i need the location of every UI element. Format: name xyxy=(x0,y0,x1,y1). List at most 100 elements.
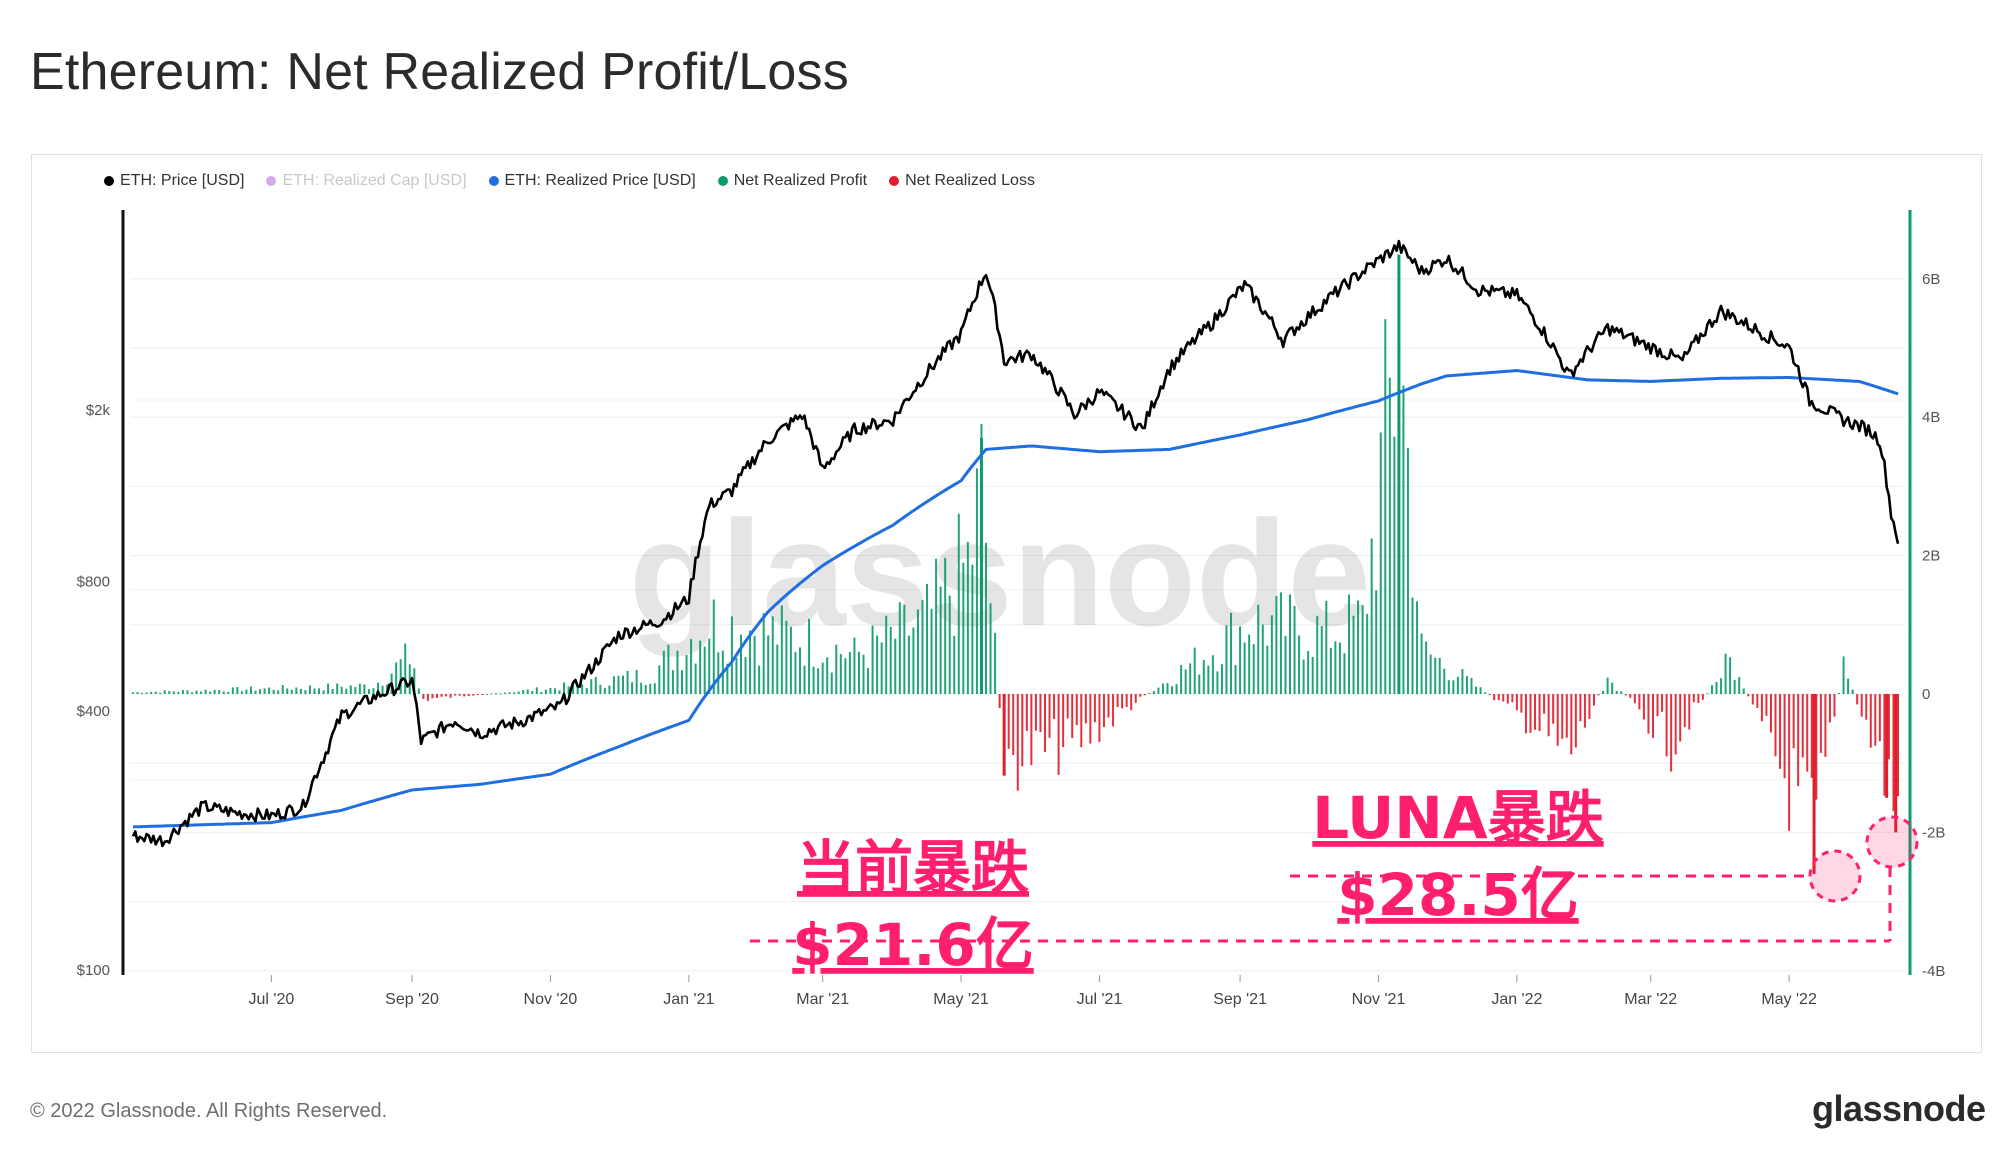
loss-bar xyxy=(1112,694,1115,727)
profit-bar xyxy=(327,683,330,694)
profit-bar xyxy=(694,663,697,694)
loss-bar xyxy=(1093,694,1096,723)
profit-bar xyxy=(1443,668,1446,694)
profit-bar xyxy=(1715,681,1718,694)
loss-bar xyxy=(1624,694,1627,696)
profit-bar xyxy=(1270,615,1273,694)
loss-bar xyxy=(1102,694,1105,728)
profit-bar xyxy=(594,676,597,694)
profit-bar xyxy=(916,609,919,694)
luna-annotation-label: LUNA暴跌 xyxy=(1312,784,1603,852)
profit-bar xyxy=(885,615,888,694)
profit-bar xyxy=(1152,690,1155,694)
profit-bar xyxy=(535,687,538,694)
profit-bar xyxy=(236,687,239,694)
profit-bar xyxy=(485,693,488,695)
legend-item[interactable]: ETH: Realized Price [USD] xyxy=(488,172,696,190)
profit-bar xyxy=(785,620,788,694)
profit-bar xyxy=(1366,613,1369,694)
loss-bar xyxy=(1048,694,1051,738)
glassnode-logo[interactable]: glassnode xyxy=(1812,1088,1986,1129)
loss-bar xyxy=(1556,694,1559,746)
profit-bar xyxy=(526,689,529,694)
profit-bar xyxy=(1456,676,1459,694)
profit-bar xyxy=(1161,683,1164,694)
profit-bar xyxy=(345,688,348,694)
profit-bar xyxy=(1384,319,1387,694)
profit-bar xyxy=(290,689,293,694)
profit-bar xyxy=(776,644,779,694)
profit-bar xyxy=(617,675,620,694)
loss-bar xyxy=(1574,694,1577,748)
loss-bar xyxy=(1143,694,1146,696)
loss-bar xyxy=(1561,694,1564,739)
legend-dot-icon xyxy=(889,176,900,186)
profit-bar xyxy=(726,663,729,694)
loss-bar xyxy=(998,694,1001,709)
profit-bar xyxy=(690,638,693,694)
profit-bar xyxy=(585,687,588,694)
loss-bar xyxy=(1865,694,1868,720)
profit-bar xyxy=(544,689,547,694)
profit-bar xyxy=(377,682,380,694)
legend-item[interactable]: ETH: Realized Cap [USD] xyxy=(266,172,467,190)
profit-bar xyxy=(789,626,792,694)
legend-item[interactable]: Net Realized Loss xyxy=(889,172,1035,190)
profit-bar xyxy=(1379,432,1382,694)
loss-bar xyxy=(1679,694,1682,742)
profit-bar xyxy=(581,684,584,694)
profit-bar xyxy=(354,687,357,694)
loss-bar xyxy=(1670,694,1673,772)
loss-bar xyxy=(472,694,475,696)
profit-bar xyxy=(1298,635,1301,694)
profit-bar xyxy=(340,686,343,694)
profit-bar xyxy=(821,662,824,694)
profit-bar xyxy=(957,513,960,694)
loss-bar xyxy=(1583,694,1586,728)
legend-label: Net Realized Loss xyxy=(905,172,1035,189)
profit-bar xyxy=(812,666,815,694)
profit-bar xyxy=(649,683,652,694)
profit-bar xyxy=(1243,642,1246,694)
profit-bar xyxy=(363,684,366,694)
gridlines xyxy=(130,278,1905,972)
profit-bar xyxy=(1207,665,1210,694)
profit-bar xyxy=(322,690,325,694)
profit-bar xyxy=(912,627,915,694)
profit-bar xyxy=(667,644,670,694)
profit-bar xyxy=(1484,692,1487,694)
profit-bar xyxy=(603,687,606,694)
profit-bar xyxy=(889,626,892,694)
x-axis-tick-label: Nov '20 xyxy=(524,991,578,1008)
legend-item[interactable]: ETH: Price [USD] xyxy=(104,172,244,190)
profit-bar xyxy=(631,682,634,694)
profit-bar xyxy=(1361,605,1364,694)
profit-bar xyxy=(254,690,257,694)
loss-bar xyxy=(445,694,448,697)
profit-bar xyxy=(848,652,851,694)
x-axis-tick-label: Jul '20 xyxy=(249,991,295,1008)
loss-bar xyxy=(426,694,429,701)
profit-bar xyxy=(1425,641,1428,694)
current-annotation-label: 当前暴跌 xyxy=(797,834,1029,902)
loss-bar xyxy=(1593,694,1596,706)
profit-bar xyxy=(1429,654,1432,694)
profit-bar xyxy=(903,604,906,694)
profit-bar xyxy=(966,541,969,694)
loss-bar xyxy=(1697,694,1700,704)
profit-bar xyxy=(1447,680,1450,694)
profit-bar xyxy=(1706,693,1709,695)
profit-bar xyxy=(989,603,992,694)
profit-bar xyxy=(576,683,579,694)
profit-bar xyxy=(1388,377,1391,694)
profit-bar xyxy=(1416,601,1419,694)
profit-bar xyxy=(948,595,951,694)
profit-bar xyxy=(1225,625,1228,694)
profit-bar xyxy=(1602,690,1605,694)
loss-bar xyxy=(1493,694,1496,701)
loss-bar xyxy=(1524,694,1527,734)
legend-item[interactable]: Net Realized Profit xyxy=(717,172,867,190)
profit-bar xyxy=(1465,676,1468,694)
x-axis-tick-label: May '22 xyxy=(1761,991,1817,1008)
profit-bar xyxy=(1334,641,1337,694)
